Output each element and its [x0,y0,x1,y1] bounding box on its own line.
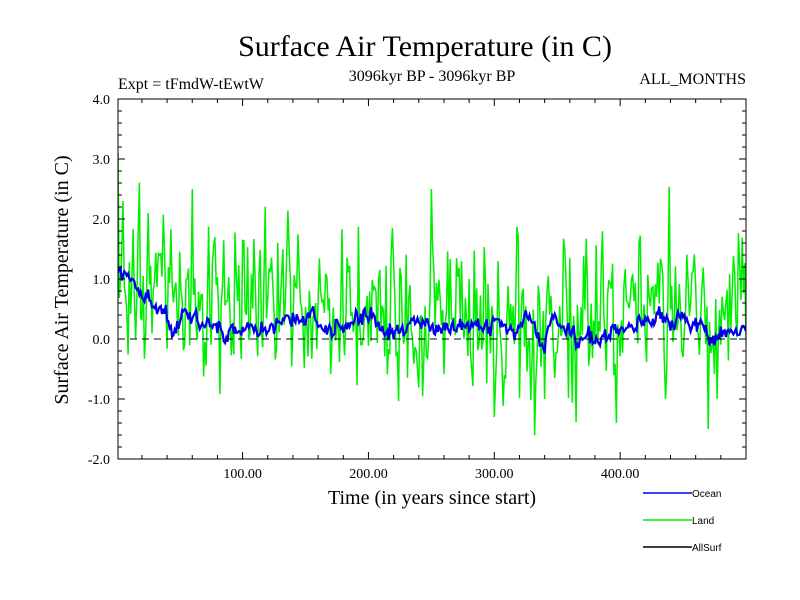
x-tick-label: 300.00 [475,467,514,482]
y-tick-label: 1.0 [93,273,111,288]
legend-label-allsurf: AllSurf [692,543,722,554]
x-tick-label: 100.00 [223,467,262,482]
x-tick-label: 200.00 [349,467,388,482]
land-series-line [118,152,746,436]
y-tick-label: 0.0 [93,333,111,348]
y-tick-label: 4.0 [93,93,111,108]
y-tick-label: 3.0 [93,153,111,168]
period-label: 3096kyr BP - 3096kyr BP [349,68,516,85]
plot-area: -2.0 -1.0 0.0 1.0 2.0 3.0 4.0 100.00 200.00 300.0… [88,93,747,482]
y-axis-label: Surface Air Temperature (in C) [51,155,73,404]
chart-title: Surface Air Temperature (in C) [238,30,612,63]
y-tick-label: -1.0 [88,393,110,408]
legend: Ocean Land AllSurf [643,489,722,554]
experiment-label: Expt = tFmdW-tEwtW [118,76,265,93]
y-tick-label: -2.0 [88,453,110,468]
legend-label-land: Land [692,516,714,527]
legend-label-ocean: Ocean [692,489,721,500]
months-label: ALL_MONTHS [639,71,746,88]
x-axis-label: Time (in years since start) [328,487,536,509]
x-tick-label: 400.00 [601,467,640,482]
ocean-series-line [118,265,746,354]
y-tick-label: 2.0 [93,213,111,228]
